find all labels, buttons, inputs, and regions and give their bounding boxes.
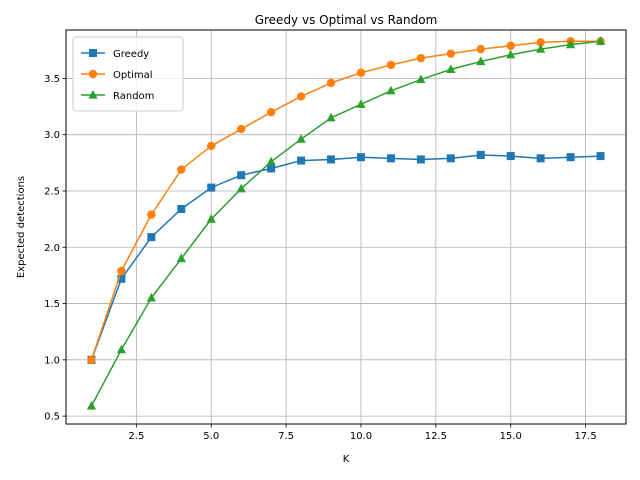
- optimal-point: [177, 165, 186, 174]
- chart-title: Greedy vs Optimal vs Random: [255, 13, 438, 27]
- random-point: [146, 292, 156, 302]
- y-tick-label: 1.5: [44, 299, 60, 310]
- legend-label-optimal: Optimal: [113, 70, 153, 81]
- legend-box: [72, 36, 184, 112]
- greedy-point: [297, 156, 306, 165]
- y-axis-label: Expected detections: [16, 176, 27, 278]
- optimal-point: [416, 53, 426, 63]
- greedy-point: [476, 150, 485, 159]
- x-tick-label: 2.5: [128, 431, 144, 442]
- legend-label-greedy: Greedy: [113, 49, 149, 60]
- random-point: [416, 74, 426, 84]
- optimal-point: [147, 210, 156, 219]
- legend-marker-optimal: [88, 69, 98, 79]
- legend-marker-greedy: [89, 49, 97, 57]
- random-point: [536, 44, 546, 53]
- y-tick-label: 2.0: [44, 243, 60, 254]
- legend-marker-random: [88, 90, 98, 99]
- random-point: [565, 39, 576, 49]
- greedy-point: [506, 152, 515, 161]
- legend: Greedy Optimal Random: [72, 36, 184, 112]
- legend-item-optimal: Optimal: [81, 69, 153, 81]
- random-point: [476, 56, 486, 66]
- random-point: [326, 112, 336, 122]
- optimal-point: [296, 92, 306, 101]
- axis-ticks: 2.5 5.0 7.5 10.0 12.5 15.0 17.5 0.5 1.0 1.5 2.0 2.5…: [44, 74, 597, 442]
- x-tick-label: 5.0: [203, 431, 219, 442]
- greedy-line: [90, 154, 601, 361]
- optimal-point: [236, 124, 246, 134]
- random-point: [236, 183, 246, 193]
- plot-frame: [65, 29, 627, 425]
- greedy-point: [386, 154, 395, 163]
- greedy-point: [446, 154, 455, 163]
- optimal-point: [506, 41, 515, 50]
- legend-item-greedy: Greedy: [81, 49, 149, 60]
- y-tick-label: 3.0: [44, 130, 60, 141]
- random-point: [206, 214, 216, 223]
- series-group: [86, 36, 606, 410]
- optimal-point: [536, 38, 545, 47]
- random-point: [595, 36, 606, 45]
- optimal-point: [356, 68, 366, 77]
- random-point: [116, 344, 127, 354]
- y-tick-label: 3.5: [44, 74, 60, 85]
- random-point: [506, 49, 516, 59]
- legend-label-random: Random: [113, 91, 154, 102]
- x-tick-label: 15.0: [500, 431, 522, 442]
- greedy-point: [237, 171, 246, 180]
- series-random: [86, 36, 606, 410]
- random-line: [90, 40, 601, 407]
- y-tick-label: 1.0: [44, 355, 60, 366]
- random-point: [356, 99, 366, 108]
- greedy-point: [416, 155, 425, 164]
- greedy-point: [596, 152, 605, 161]
- optimal-line: [90, 40, 601, 361]
- legend-item-random: Random: [81, 90, 154, 102]
- x-tick-label: 7.5: [278, 431, 294, 442]
- x-tick-label: 10.0: [350, 431, 372, 442]
- random-point: [296, 134, 306, 143]
- optimal-point: [87, 355, 96, 365]
- greedy-point: [327, 155, 336, 164]
- random-point: [266, 156, 276, 166]
- greedy-point: [356, 153, 365, 162]
- random-point: [86, 400, 97, 410]
- greedy-point: [536, 154, 545, 163]
- optimal-point: [266, 107, 276, 117]
- greedy-point: [177, 204, 186, 213]
- greedy-point: [267, 164, 276, 173]
- random-point: [386, 85, 396, 95]
- series-optimal: [87, 37, 605, 365]
- x-axis-label: K: [343, 454, 350, 465]
- greedy-point: [117, 274, 126, 283]
- optimal-point: [476, 44, 485, 54]
- greedy-point: [566, 153, 575, 162]
- optimal-point: [117, 266, 126, 276]
- x-tick-label: 17.5: [574, 431, 596, 442]
- x-tick-label: 12.5: [425, 431, 447, 442]
- y-tick-label: 2.5: [44, 186, 60, 197]
- random-point: [176, 253, 186, 263]
- optimal-point: [207, 141, 216, 151]
- greedy-point: [207, 183, 216, 192]
- y-tick-label: 0.5: [44, 412, 60, 423]
- optimal-point: [446, 49, 456, 58]
- optimal-point: [386, 60, 396, 70]
- optimal-point: [326, 78, 336, 88]
- greedy-point: [147, 233, 156, 242]
- random-point: [446, 64, 456, 73]
